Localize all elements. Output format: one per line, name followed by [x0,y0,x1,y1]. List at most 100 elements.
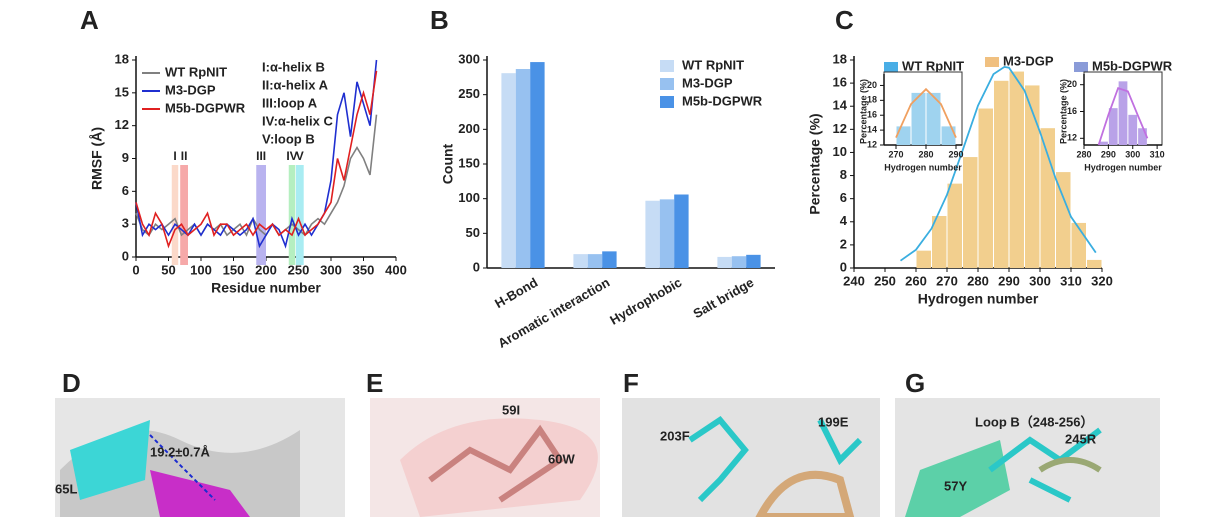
bar [1118,81,1128,145]
x-tick-label: 0 [132,262,139,277]
y-axis-label: Count [440,143,456,184]
region-label: V [296,149,304,163]
bar [659,199,675,268]
line [135,114,378,237]
fit-curve [899,65,1097,262]
bar [1025,85,1040,268]
bar [896,126,911,145]
legend-label: M5b-DGPWR [165,100,246,115]
bar [947,183,962,268]
x-tick-label: 270 [936,273,958,288]
legend-label: M3-DGP [1003,53,1054,68]
y-tick-label: 14 [867,124,877,134]
legend-swatch [660,78,674,90]
bar [717,256,732,268]
legend-label: WT RpNIT [902,58,964,73]
x-tick-label: 250 [288,262,310,277]
bar [1056,172,1071,268]
y-tick-label: 14 [833,98,848,113]
region [180,165,188,265]
legend-swatch [660,60,674,72]
fit-curve [895,87,957,138]
x-axis-label: Hydrogen number [884,162,962,172]
region-label: I [173,149,176,163]
helix [70,420,150,500]
bar [978,108,993,269]
x-axis-label: Residue number [211,280,321,296]
helix [905,440,1010,517]
panel-label: E [366,368,383,398]
loop [1038,457,1102,473]
bar [963,157,978,268]
x-tick-label: 270 [888,149,903,159]
residue-sticks [428,424,565,503]
distance-line [149,434,216,501]
y-tick-label: 10 [833,144,847,159]
y-axis-label: Percentage (%) [807,113,823,214]
y-tick-label: 16 [1067,106,1077,116]
bar [645,200,660,268]
bar [501,73,516,268]
region-key: V:loop B [262,131,315,146]
y-tick-label: 0 [840,259,847,274]
bar [926,92,941,145]
y-tick-label: 16 [867,110,877,120]
annotation: 65L [55,481,77,496]
region-key: II:α-helix A [262,77,329,92]
bar [941,126,956,145]
x-tick-label: 310 [1150,149,1165,159]
residue-sticks [988,427,1102,503]
region [171,165,179,265]
bar [1138,128,1147,145]
line [135,59,378,249]
chart: C 0 2 4 6 8 10 12 14 16 18 240 250 260 270 280 290 300 310… [807,5,1173,307]
y-tick-label: 12 [867,139,877,149]
x-tick-label: 400 [385,262,407,277]
annotation: 59I [502,402,520,417]
x-tick-label: 150 [223,262,245,277]
x-tick-label: 280 [967,273,989,288]
bar [731,256,747,268]
annotation: 60W [548,451,575,466]
legend-swatch [985,57,999,67]
x-axis-label: Hydrogen number [1084,162,1162,172]
panel-label: D [62,368,81,398]
legend-label: WT RpNIT [165,64,227,79]
panel-label: B [430,5,449,35]
x-axis-label: Hydrogen number [918,291,1039,307]
x-tick-label: 280 [918,149,933,159]
bar [530,62,545,268]
region-label: II [181,149,188,163]
y-tick-label: 18 [867,95,877,105]
y-tick-label: 6 [122,183,129,198]
y-tick-label: 250 [458,86,480,101]
x-tick-label: 280 [1076,149,1091,159]
panel-label: C [835,5,854,35]
y-tick-label: 8 [840,167,847,182]
panel-label: G [905,368,925,398]
x-tick-label: 240 [843,273,865,288]
y-tick-label: 12 [833,121,847,136]
y-tick-label: 150 [458,155,480,170]
bar [1087,259,1102,268]
bar [1128,114,1138,145]
bar [587,254,603,268]
y-tick-label: 20 [1067,79,1077,89]
annotation: Loop B（248-256） [975,414,1093,429]
panel-label: A [80,5,99,35]
bar [1009,71,1024,268]
y-tick-label: 4 [840,213,848,228]
x-tick-label: 350 [353,262,375,277]
x-tick-label: 250 [874,273,896,288]
bar [746,254,761,268]
x-tick-label: 300 [1029,273,1051,288]
bar [932,216,947,268]
y-tick-label: 20 [867,80,877,90]
fit-curve [1097,86,1149,146]
y-tick-label: 300 [458,51,480,66]
bar [1099,141,1108,145]
x-tick-label: 50 [161,262,175,277]
x-tick-label: 310 [1060,273,1082,288]
legend-label: M5b-DGPWR [682,93,763,108]
